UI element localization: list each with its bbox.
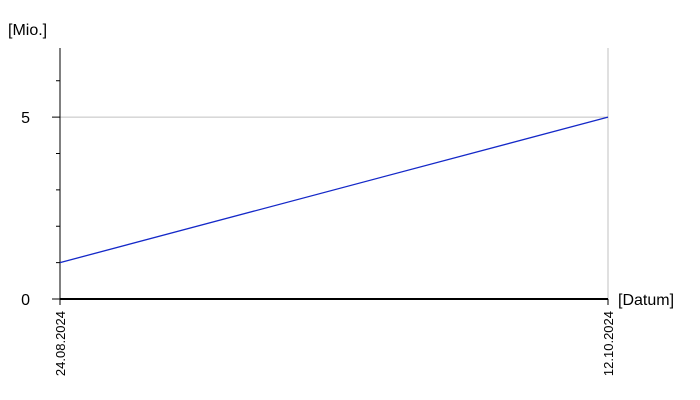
x-axis: 24.08.2024 12.10.2024 [Datum] [53, 292, 674, 376]
y-tick-label-5: 5 [21, 110, 30, 127]
grid-lines [60, 48, 609, 299]
series [59, 116, 609, 264]
y-axis-label: [Mio.] [8, 22, 47, 39]
x-tick-label-end: 12.10.2024 [601, 311, 616, 376]
x-axis-label: [Datum] [618, 292, 674, 309]
y-tick-label-0: 0 [21, 292, 30, 309]
y-minor-ticks [56, 80, 60, 264]
y-axis: 0 5 [Mio.] [8, 22, 61, 309]
x-tick-label-start: 24.08.2024 [53, 311, 68, 376]
series-line [59, 116, 609, 264]
